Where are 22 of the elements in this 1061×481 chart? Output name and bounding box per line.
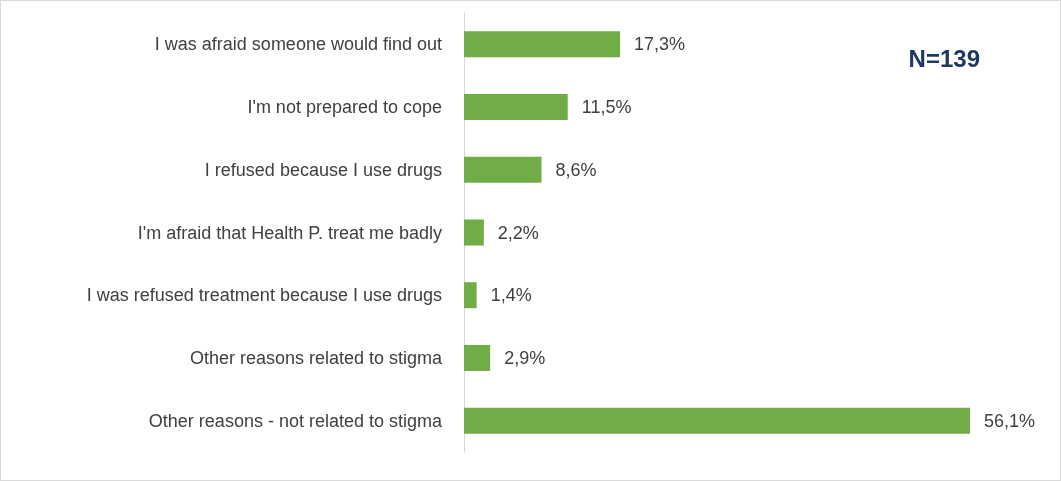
- data-label: 1,4%: [490, 285, 532, 306]
- data-label: 17,3%: [634, 34, 686, 55]
- y-tick-label: I'm afraid that Health P. treat me badly: [137, 222, 442, 243]
- bar: [464, 94, 568, 121]
- y-tick-label: I was refused treatment because I use drugs: [86, 285, 442, 306]
- bar: [464, 282, 477, 309]
- bar: [464, 407, 970, 434]
- y-tick-label: Other reasons related to stigma: [189, 347, 443, 368]
- y-tick-label: I refused because I use drugs: [204, 159, 442, 180]
- bar: [464, 344, 491, 371]
- y-tick-label: I'm not prepared to cope: [247, 97, 442, 118]
- data-label: 11,5%: [581, 97, 632, 118]
- data-label: 56,1%: [984, 410, 1036, 431]
- annotation: N=139: [908, 44, 980, 72]
- bar: [464, 156, 542, 183]
- data-label: 8,6%: [555, 159, 597, 180]
- bar: [464, 219, 484, 246]
- y-tick-label: I was afraid someone would find out: [154, 34, 442, 55]
- data-label: 2,9%: [504, 347, 546, 368]
- data-label: 2,2%: [497, 222, 539, 243]
- bar: [464, 31, 621, 58]
- y-tick-label: Other reasons - not related to stigma: [148, 410, 443, 431]
